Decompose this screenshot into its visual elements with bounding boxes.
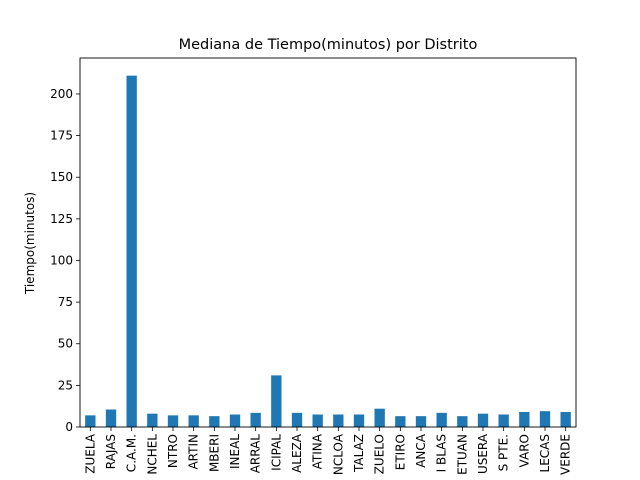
y-tick-label: 125 [50, 212, 73, 226]
x-tick-label: NTRO [166, 434, 180, 468]
bar [188, 415, 199, 427]
bar [498, 414, 509, 427]
x-tick-label: ATINA [311, 433, 325, 469]
x-axis-ticks: ZUELA RAJAS C.A.M. NCHEL NTRO ARTIN MBERI INEAL… [83, 427, 573, 475]
chart-title: Mediana de Tiempo(minutos) por Distrito [179, 37, 478, 53]
y-axis-label: Tiempo(minutos) [23, 192, 37, 295]
bar [271, 375, 282, 427]
x-tick-label: ARRAL [249, 434, 263, 474]
y-tick-label: 100 [50, 253, 73, 267]
x-tick-label: TALAZ [352, 434, 366, 473]
bars-group [85, 75, 571, 427]
y-tick-label: 175 [50, 129, 73, 143]
x-tick-label: S PTE. [497, 434, 511, 471]
x-tick-label: USERA [476, 433, 490, 474]
x-tick-label: NCLOA [331, 433, 345, 475]
bar [126, 75, 137, 427]
x-tick-label: INEAL [228, 434, 242, 469]
x-tick-label: ARTIN [187, 434, 201, 470]
y-tick-label: 25 [58, 378, 73, 392]
x-tick-label: NCHEL [145, 434, 159, 475]
bar [147, 413, 158, 427]
bar [353, 414, 365, 427]
y-tick-label: 75 [58, 295, 73, 309]
x-tick-label: ANCA [414, 433, 428, 468]
y-axis-ticks: 0 25 50 75 100 125 150 175 200 [50, 87, 80, 434]
bar [209, 416, 220, 427]
x-tick-label: I BLAS [435, 434, 449, 472]
bar [229, 414, 241, 427]
bar [395, 416, 406, 427]
x-tick-label: ETUAN [455, 434, 469, 475]
bar [85, 415, 96, 427]
bar [250, 412, 261, 427]
bar [167, 415, 179, 427]
bar [477, 413, 489, 427]
bar [415, 416, 427, 427]
y-tick-label: 0 [65, 420, 73, 434]
bar [539, 411, 551, 427]
bar [457, 416, 468, 427]
bar [560, 412, 571, 427]
bar [312, 414, 323, 427]
bar [519, 412, 530, 427]
bar [291, 412, 303, 427]
x-tick-label: ICIPAL [269, 434, 283, 471]
x-tick-label: ETIRO [393, 434, 407, 470]
x-tick-label: ZUELA [83, 433, 97, 474]
y-tick-label: 150 [50, 170, 73, 184]
plot-frame [79, 57, 577, 428]
x-tick-label: ALEZA [290, 433, 304, 473]
bar [105, 409, 117, 427]
x-tick-label: MBERI [207, 434, 221, 472]
y-tick-label: 50 [58, 337, 73, 351]
x-tick-label: ZUELO [373, 434, 387, 474]
x-tick-label: RAJAS [104, 434, 118, 469]
bar [436, 412, 447, 427]
bar [333, 414, 344, 427]
bar [374, 408, 385, 427]
x-tick-label: C.A.M. [125, 434, 139, 472]
x-tick-label: LECAS [538, 434, 552, 472]
x-tick-label: VARO [517, 434, 531, 467]
x-tick-label: VERDE [559, 434, 573, 475]
y-tick-label: 200 [50, 87, 73, 101]
